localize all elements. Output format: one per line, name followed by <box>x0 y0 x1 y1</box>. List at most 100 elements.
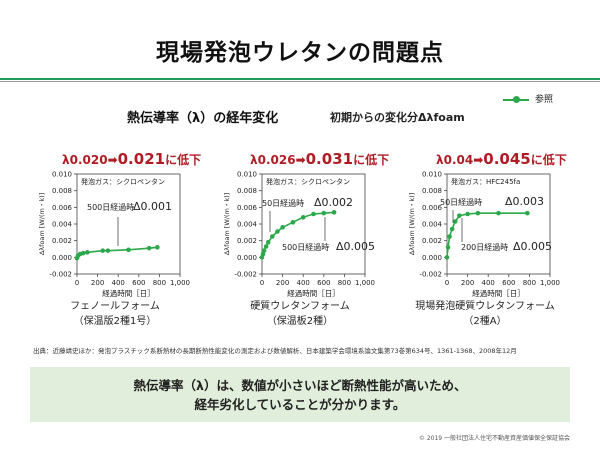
data-point <box>457 213 462 218</box>
data-point <box>85 250 90 255</box>
plot-frame <box>446 173 551 275</box>
y-tick-label: -0.002 <box>234 271 257 279</box>
title-rule-green <box>0 78 600 80</box>
annotation-time: 50日経過時 <box>262 198 304 208</box>
series-line <box>446 212 528 258</box>
data-point <box>525 210 530 216</box>
copyright-notice: © 2019 一般社団法人住宅不動産資産価値保全保証協会 <box>418 435 570 442</box>
headline-from: λ0.04 <box>436 153 474 167</box>
y-tick-label: 0.002 <box>237 237 257 245</box>
x-tick-label: 1,000 <box>170 279 190 287</box>
annotation-value: Δ0.005 <box>336 240 375 253</box>
y-tick-label: 0.008 <box>237 187 257 195</box>
y-tick-label: -0.002 <box>419 271 442 279</box>
chart-rigid-urethane: -0.002 0.000 0.002 0.004 0.006 0.008 0.010 0 200… <box>223 171 375 298</box>
y-tick-label: -0.002 <box>49 271 72 279</box>
x-tick-label: 1,000 <box>355 279 375 287</box>
title-rule-gray <box>0 81 600 82</box>
data-point <box>444 255 450 260</box>
caption-1: フェノールフォーム （保温版2種1号） <box>25 299 205 329</box>
x-axis-label: 経過時間［日］ <box>102 288 155 297</box>
data-point <box>496 210 501 216</box>
annotation-time: 500日経過時 <box>282 242 329 252</box>
data-point <box>452 219 458 224</box>
x-axis-label: 経過時間［日］ <box>287 288 340 297</box>
caption-line2: （2種A） <box>463 316 507 327</box>
headline-to: 0.045 <box>483 150 531 168</box>
data-point <box>146 245 152 251</box>
caption-line1: 硬質ウレタンフォーム <box>250 301 350 312</box>
headline-1: λ0.020➡0.021に低下 <box>62 150 201 168</box>
x-tick-label: 0 <box>445 279 449 287</box>
arrow-right-icon: ➡ <box>473 153 484 167</box>
headline-3: λ0.04➡0.045に低下 <box>436 150 567 168</box>
x-tick-label: 600 <box>502 279 515 287</box>
y-tick-label: 0.006 <box>237 204 258 212</box>
y-tick-label: 0.010 <box>52 171 72 179</box>
caption-line1: フェノールフォーム <box>70 301 160 312</box>
data-point <box>290 220 296 225</box>
data-point <box>445 245 451 250</box>
x-tick-label: 600 <box>132 279 145 287</box>
conclusion-box: 熱伝導率（λ）は、数値が小さいほど断熱性能が高いため、 経年劣化していることが分… <box>30 367 570 422</box>
data-point <box>155 245 160 250</box>
data-point <box>300 215 306 220</box>
annotation-value: Δ0.003 <box>505 195 544 208</box>
data-point <box>265 240 271 245</box>
annotation-value: Δ0.002 <box>314 196 353 209</box>
y-tick-label: 0.000 <box>237 254 257 262</box>
annotation-time: 200日経過時 <box>461 242 508 252</box>
data-point <box>275 229 280 234</box>
data-point <box>80 250 86 256</box>
y-tick-label: 0.004 <box>422 221 443 229</box>
data-point <box>321 210 327 216</box>
legend-marker-icon <box>503 95 529 103</box>
y-tick-label: 0.000 <box>52 254 72 262</box>
y-axis-label: Δλfoam [W/(m・k)] <box>223 193 231 255</box>
x-tick-label: 0 <box>260 279 264 287</box>
x-tick-label: 800 <box>338 279 351 287</box>
x-tick-label: 200 <box>91 279 104 287</box>
data-point <box>100 248 106 253</box>
x-tick-label: 800 <box>523 279 536 287</box>
caption-2: 硬質ウレタンフォーム （保温板2種） <box>210 299 390 329</box>
y-tick-label: 0.004 <box>237 221 258 229</box>
chart-phenol-foam: -0.002 0.000 0.002 0.004 0.006 0.008 0.010 0 200… <box>38 171 190 298</box>
headline-suffix: に低下 <box>165 153 202 167</box>
conclusion-line1: 熱伝導率（λ）は、数値が小さいほど断熱性能が高いため、 <box>133 378 467 393</box>
data-point <box>331 210 337 215</box>
arrow-right-icon: ➡ <box>107 153 118 167</box>
y-tick-label: 0.002 <box>422 237 442 245</box>
x-tick-label: 200 <box>461 279 474 287</box>
data-point <box>311 211 316 217</box>
y-axis-label: Δλfoam [W/(m・k)] <box>38 193 46 255</box>
y-tick-label: 0.008 <box>422 187 442 195</box>
data-point <box>261 248 267 253</box>
data-point <box>126 247 131 253</box>
x-tick-label: 400 <box>112 279 125 287</box>
headline-2: λ0.026➡0.031に低下 <box>250 150 389 168</box>
annotation-value: Δ0.001 <box>133 200 172 213</box>
y-tick-label: 0.010 <box>422 171 442 179</box>
y-tick-label: 0.000 <box>422 254 442 262</box>
y-tick-label: 0.008 <box>52 187 72 195</box>
plot-frame <box>261 173 366 275</box>
data-point <box>447 234 452 239</box>
plot-frame <box>76 173 181 275</box>
headline-suffix: に低下 <box>353 153 390 167</box>
x-tick-label: 400 <box>297 279 310 287</box>
y-tick-label: 0.002 <box>52 237 72 245</box>
headline-to: 0.021 <box>117 150 166 168</box>
source-citation: 出典：近藤靖史ほか：発泡プラスチック系断熱材の長期断熱性能変化の測定および数値解… <box>33 347 517 355</box>
data-point <box>270 234 275 239</box>
headline-suffix: に低下 <box>530 153 567 167</box>
caption-line2: （保温板2種） <box>266 316 334 327</box>
gas-label: 発泡ガス：HFC245fa <box>451 177 520 186</box>
x-tick-label: 600 <box>317 279 330 287</box>
x-tick-label: 0 <box>75 279 79 287</box>
arrow-right-icon: ➡ <box>295 153 306 167</box>
annotation-time: 50日経過時 <box>440 197 482 207</box>
section-subtitle: 熱伝導率（λ）の経年変化 <box>127 111 279 126</box>
y-tick-label: 0.004 <box>52 221 73 229</box>
page-title: 現場発泡ウレタンの問題点 <box>156 40 444 66</box>
